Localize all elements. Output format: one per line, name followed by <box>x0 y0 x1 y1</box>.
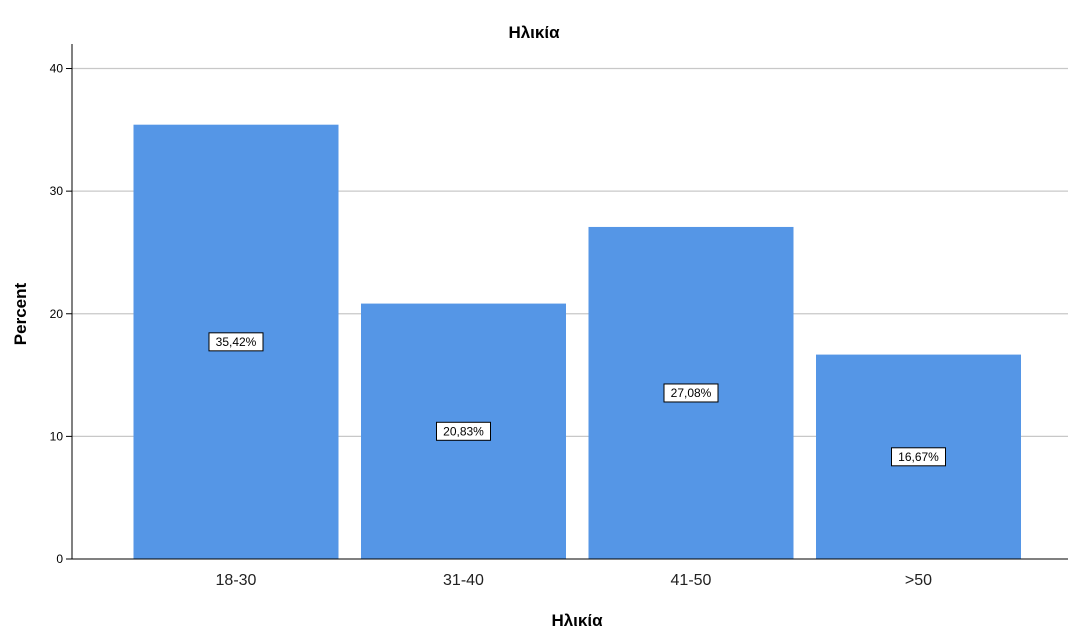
data-label-box <box>891 447 946 467</box>
data-label-41-50: 27,08% <box>663 383 719 403</box>
x-tick-label-41-50: 41-50 <box>671 572 712 589</box>
data-label-text: 27,08% <box>671 386 712 400</box>
axes <box>66 44 1068 560</box>
data-label-box <box>208 332 264 352</box>
chart-title: Ηλικία <box>508 23 560 42</box>
data-label-box <box>436 421 491 441</box>
y-tick-label-30: 30 <box>50 184 64 198</box>
bars <box>133 124 1021 559</box>
y-tick-label-10: 10 <box>50 429 64 443</box>
x-tick-label-18-30: 18-30 <box>216 572 257 589</box>
data-label-text: 35,42% <box>216 335 257 349</box>
data-label-text: 20,83% <box>443 424 484 438</box>
data-labels: 35,42% 20,83% 27,08% 16,67% <box>208 332 946 467</box>
y-tick-label-40: 40 <box>50 62 64 76</box>
x-tick-labels: 18-30 31-40 41-50 >50 <box>216 572 933 589</box>
y-axis-label: Percent <box>11 282 30 345</box>
data-label-text: 16,67% <box>898 450 939 464</box>
y-tick-label-20: 20 <box>50 307 64 321</box>
data-label-18-30: 35,42% <box>208 332 264 352</box>
data-label-31-40: 20,83% <box>436 421 491 441</box>
x-tick-label-31-40: 31-40 <box>443 572 484 589</box>
x-tick-label->50: >50 <box>905 572 932 589</box>
data-label-box <box>663 383 719 403</box>
data-label->50: 16,67% <box>891 447 946 467</box>
y-tick-label-0: 0 <box>56 552 63 566</box>
y-tick-labels: 0 10 20 30 40 <box>50 62 64 566</box>
x-axis-label: Ηλικία <box>551 611 603 629</box>
